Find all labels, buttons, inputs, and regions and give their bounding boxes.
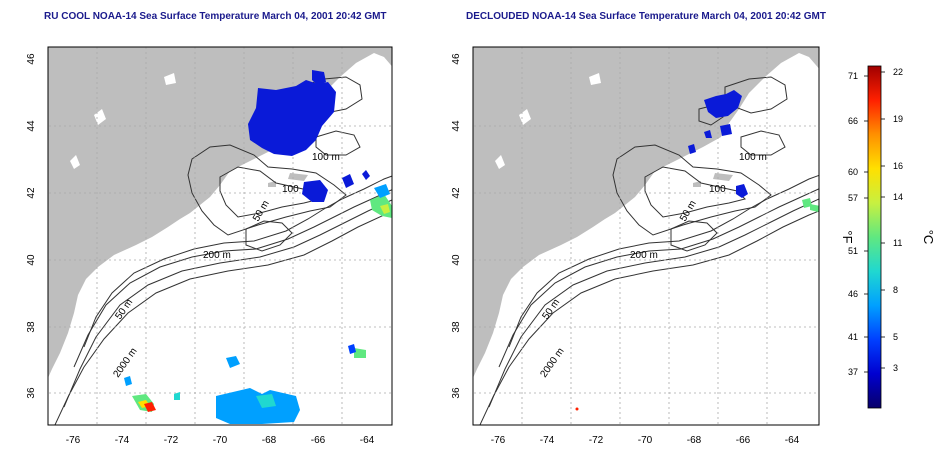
contour-label-2000m: 2000 m bbox=[111, 346, 139, 380]
lon-tick-label: -68 bbox=[262, 435, 277, 446]
fahrenheit-tick: 46 bbox=[848, 289, 858, 299]
left-lon-axis: -76 -74 -72 -70 -68 -66 -64 bbox=[66, 435, 375, 446]
lat-tick-label: 46 bbox=[26, 53, 37, 65]
celsius-tick: 14 bbox=[893, 192, 903, 202]
celsius-tick: 19 bbox=[893, 114, 903, 124]
lat-tick-label: 38 bbox=[451, 321, 462, 333]
celsius-unit-label: °C bbox=[921, 230, 936, 245]
lat-tick-label: 40 bbox=[26, 254, 37, 266]
right-sst-warm-patches bbox=[575, 198, 819, 411]
lat-tick-label: 40 bbox=[451, 254, 462, 266]
celsius-tick: 22 bbox=[893, 67, 903, 77]
celsius-tick: 11 bbox=[893, 238, 902, 248]
fahrenheit-unit-label: °F bbox=[840, 230, 855, 243]
lat-tick-label: 38 bbox=[26, 321, 37, 333]
fahrenheit-tick: 37 bbox=[848, 367, 858, 377]
lon-tick-label: -72 bbox=[164, 435, 179, 446]
lat-tick-label: 46 bbox=[451, 53, 462, 65]
lon-tick-label: -66 bbox=[736, 435, 751, 446]
right-lat-axis: 36 38 40 42 44 46 bbox=[451, 53, 462, 399]
lat-tick-label: 44 bbox=[451, 120, 462, 132]
contour-label-50m: 50 m bbox=[678, 199, 699, 224]
left-map-frame bbox=[47, 46, 393, 426]
lon-tick-label: -72 bbox=[589, 435, 604, 446]
lon-tick-label: -76 bbox=[491, 435, 506, 446]
temperature-colorbar: 71 66 60 57 51 46 41 37 22 19 16 14 11 8… bbox=[840, 65, 936, 409]
lat-tick-label: 42 bbox=[26, 187, 37, 199]
lat-tick-label: 36 bbox=[26, 387, 37, 399]
right-map-frame bbox=[472, 46, 820, 426]
lon-tick-label: -64 bbox=[785, 435, 800, 446]
right-sst-cold-patches bbox=[688, 90, 748, 198]
fahrenheit-tick: 71 bbox=[848, 71, 858, 81]
contour-label-100m: 100 m bbox=[739, 152, 767, 163]
left-sst-warm-patches bbox=[124, 184, 392, 424]
contour-label-50m-south: 50 m bbox=[113, 297, 135, 322]
celsius-tick: 16 bbox=[893, 161, 903, 171]
left-map-title: RU COOL NOAA-14 Sea Surface Temperature … bbox=[44, 11, 387, 22]
left-map-area: 100 m 100 50 m 200 m 50 m 2000 m -76 -74… bbox=[26, 46, 393, 446]
contour-label-2000m: 2000 m bbox=[538, 346, 566, 380]
colorbar-gradient bbox=[867, 65, 882, 409]
contour-label-100: 100 bbox=[282, 184, 299, 195]
right-map-title: DECLOUDED NOAA-14 Sea Surface Temperatur… bbox=[466, 11, 826, 22]
contour-label-200m: 200 m bbox=[630, 250, 658, 261]
lon-tick-label: -64 bbox=[360, 435, 375, 446]
fahrenheit-tick: 66 bbox=[848, 116, 858, 126]
contour-label-200m: 200 m bbox=[203, 250, 231, 261]
lon-tick-label: -70 bbox=[213, 435, 228, 446]
lon-tick-label: -74 bbox=[540, 435, 555, 446]
lon-tick-label: -76 bbox=[66, 435, 81, 446]
fahrenheit-tick: 41 bbox=[848, 332, 858, 342]
contour-label-50m-south: 50 m bbox=[540, 297, 562, 322]
contour-label-100m: 100 m bbox=[312, 152, 340, 163]
lat-tick-label: 36 bbox=[451, 387, 462, 399]
lon-tick-label: -70 bbox=[638, 435, 653, 446]
lon-tick-label: -74 bbox=[115, 435, 130, 446]
celsius-tick: 5 bbox=[893, 332, 898, 342]
fahrenheit-tick: 51 bbox=[848, 246, 858, 256]
lat-tick-label: 42 bbox=[451, 187, 462, 199]
celsius-tick: 3 bbox=[893, 363, 898, 373]
fahrenheit-tick: 60 bbox=[848, 167, 858, 177]
left-sst-cold-patches bbox=[248, 70, 370, 202]
fahrenheit-tick: 57 bbox=[848, 193, 858, 203]
contour-label-100: 100 bbox=[709, 184, 726, 195]
right-map-area: 100 m 100 50 m 200 m 50 m 2000 m -76 -74… bbox=[451, 46, 820, 446]
right-lon-axis: -76 -74 -72 -70 -68 -66 -64 bbox=[491, 435, 800, 446]
left-lat-axis: 36 38 40 42 44 46 bbox=[26, 53, 37, 399]
celsius-tick: 8 bbox=[893, 285, 898, 295]
lon-tick-label: -66 bbox=[311, 435, 326, 446]
lat-tick-label: 44 bbox=[26, 120, 37, 132]
lon-tick-label: -68 bbox=[687, 435, 702, 446]
